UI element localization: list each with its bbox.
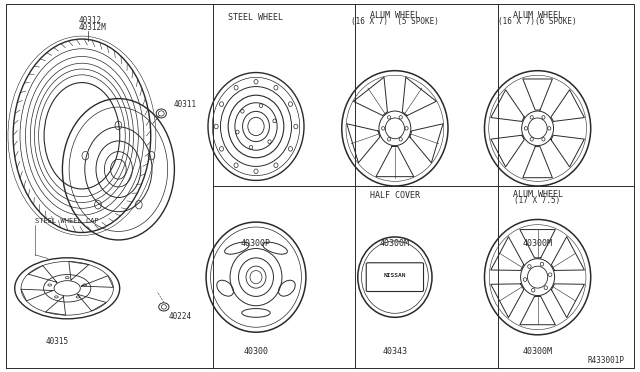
Text: ALUM WHEEL: ALUM WHEEL [513, 11, 563, 20]
Text: (16 X 7)  (5 SPOKE): (16 X 7) (5 SPOKE) [351, 17, 439, 26]
Text: 40343: 40343 [382, 347, 408, 356]
Text: STEEL WHEEL: STEEL WHEEL [228, 13, 284, 22]
Text: R433001P: R433001P [587, 356, 624, 365]
Text: 40224: 40224 [168, 312, 191, 321]
Text: 40312M: 40312M [79, 23, 106, 32]
Text: (17 X 7.5): (17 X 7.5) [515, 196, 561, 205]
Text: HALF COVER: HALF COVER [370, 191, 420, 200]
Text: NISSAN: NISSAN [383, 273, 406, 278]
Text: 40312: 40312 [79, 16, 102, 25]
FancyBboxPatch shape [366, 263, 424, 292]
Text: 40300P: 40300P [241, 239, 271, 248]
Text: STEEL WHEEL CAP: STEEL WHEEL CAP [35, 218, 99, 224]
Text: 40300: 40300 [243, 347, 269, 356]
Text: 40311: 40311 [174, 100, 197, 109]
Text: ALUM WHEEL: ALUM WHEEL [370, 11, 420, 20]
Text: 40315: 40315 [46, 337, 69, 346]
Text: 40300M: 40300M [523, 347, 552, 356]
Text: 40300M: 40300M [523, 239, 552, 248]
Text: (16 X 7)(6 SPOKE): (16 X 7)(6 SPOKE) [499, 17, 577, 26]
Text: ALUM WHEEL: ALUM WHEEL [513, 190, 563, 199]
Text: 40300M: 40300M [380, 239, 410, 248]
